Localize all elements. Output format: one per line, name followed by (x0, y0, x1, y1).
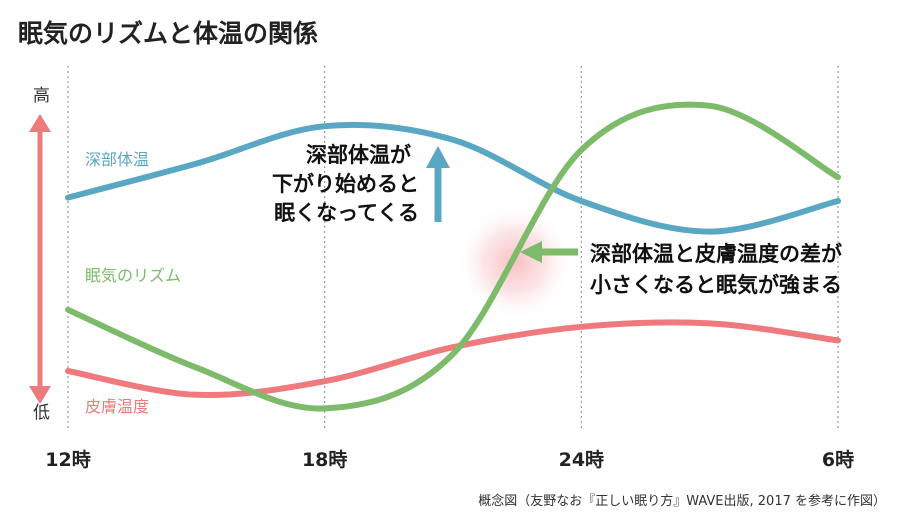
x-tick-label: 18時 (302, 449, 347, 471)
x-tick-label: 24時 (559, 449, 604, 471)
series-line-0 (65, 121, 841, 235)
chart-title: 眠気のリズムと体温の関係 (18, 19, 318, 48)
up-arrow-icon (426, 146, 450, 222)
callout1-line3: 眠くなってくる (274, 201, 419, 225)
left-arrow-icon (520, 241, 578, 263)
x-tick-label: 6時 (822, 449, 854, 471)
callout2-line1: 深部体温と皮膚温度の差が (590, 242, 842, 266)
callout2-line2: 小さくなると眠気が強まる (590, 273, 842, 297)
y-axis-arrow (29, 114, 51, 404)
series-label-skin-temp: 皮膚温度 (85, 397, 149, 416)
series-line-1 (65, 101, 841, 412)
x-tick-labels: 12時 18時 24時 6時 (45, 449, 854, 471)
y-axis-bottom-label: 低 (33, 403, 50, 423)
x-tick-label: 12時 (45, 449, 90, 471)
series-label-sleepiness: 眠気のリズム (85, 266, 181, 285)
source-note: 概念図（友野なお『正しい眠り方』WAVE出版, 2017 を参考に作図） (478, 493, 886, 509)
highlight-glow (457, 204, 573, 320)
series-group (65, 101, 841, 412)
series-label-deep-temp: 深部体温 (85, 150, 149, 169)
y-axis-top-label: 高 (33, 86, 50, 106)
callout1-line1: 深部体温が (306, 143, 411, 167)
series-line-2 (65, 319, 841, 399)
callout1-line2: 下がり始めると (272, 172, 419, 196)
